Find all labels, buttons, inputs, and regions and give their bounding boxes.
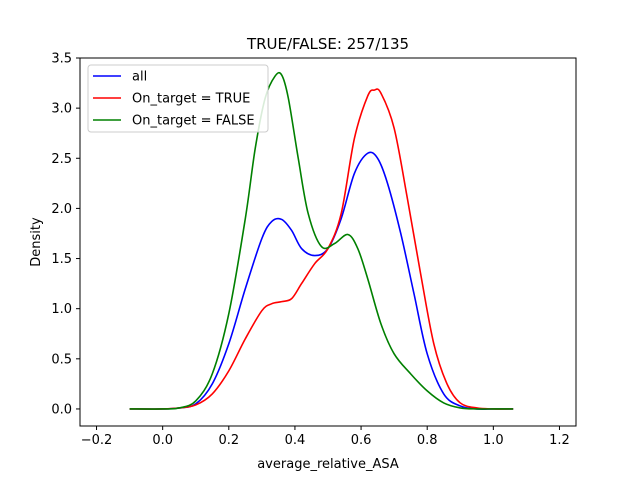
y-axis: 0.0 0.5 1.0 1.5 2.0 2.5 3.0 3.5 — [51, 52, 80, 417]
legend-box — [87, 64, 269, 133]
x-tick-label: 0.2 — [218, 433, 239, 448]
legend: all On_target = TRUE On_target = FALSE — [87, 64, 269, 133]
legend-label: On_target = TRUE — [132, 92, 250, 107]
x-tick-label: 0.4 — [285, 433, 306, 448]
chart-title: TRUE/FALSE: 257/135 — [246, 35, 409, 53]
x-axis-label: average_relative_ASA — [257, 457, 399, 472]
x-tick-label: 0.8 — [417, 433, 438, 448]
series-line-1 — [129, 88, 514, 410]
legend-label: On_target = FALSE — [132, 114, 255, 129]
x-tick-label: 0.0 — [152, 433, 173, 448]
y-tick-label: 3.0 — [51, 102, 72, 117]
series-line-0 — [129, 151, 514, 410]
x-tick-label: 1.2 — [549, 433, 570, 448]
y-tick-label: 1.0 — [51, 302, 72, 317]
x-tick-label: −0.2 — [81, 433, 113, 448]
y-tick-label: 1.5 — [51, 252, 72, 267]
y-tick-label: 0.0 — [51, 402, 72, 417]
x-axis: −0.2 0.0 0.2 0.4 0.6 0.8 1.0 1.2 — [81, 426, 570, 448]
y-axis-label: Density — [29, 217, 44, 267]
y-tick-label: 0.5 — [51, 352, 72, 367]
x-tick-label: 0.6 — [351, 433, 372, 448]
x-tick-label: 1.0 — [483, 433, 504, 448]
y-tick-label: 3.5 — [51, 52, 72, 67]
y-tick-label: 2.0 — [51, 202, 72, 217]
series-lines — [129, 71, 514, 410]
plot-area — [79, 57, 577, 427]
legend-label: all — [132, 70, 147, 85]
y-tick-label: 2.5 — [51, 152, 72, 167]
series-line-2 — [129, 71, 514, 410]
